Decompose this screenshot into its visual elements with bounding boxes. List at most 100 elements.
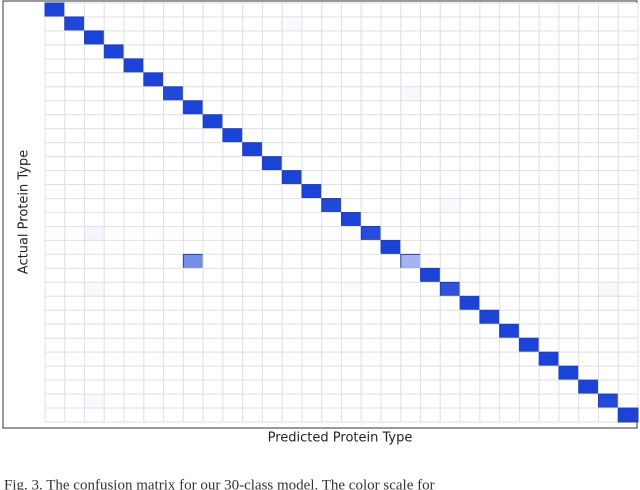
cell [459,393,481,409]
cell [321,2,343,18]
cell [163,267,184,283]
cell [222,379,244,395]
cell [617,225,639,241]
cell [64,295,86,311]
cell [538,239,560,255]
cell [479,156,501,172]
cell [380,253,402,269]
cell [578,365,599,381]
cell [420,156,441,172]
cell [64,267,86,283]
cell [44,198,66,214]
cell [64,309,86,325]
cell [538,281,560,297]
cell [64,379,86,395]
cell [64,58,86,74]
cell [222,44,244,60]
cell [44,393,66,409]
cell [281,337,303,353]
cell [163,30,184,46]
cell [242,239,263,255]
cell [182,379,204,395]
cell [499,72,520,88]
cell [44,295,66,311]
cell [558,100,580,116]
cell [242,2,263,18]
cell [44,44,66,60]
cell [242,58,263,74]
cell [182,44,204,60]
cell [380,128,402,144]
cell [597,16,619,32]
cell [163,170,184,186]
cell [558,16,580,32]
cell [321,184,343,200]
cell [301,100,323,116]
cell [44,170,66,186]
cell [321,309,343,325]
cell [44,225,66,241]
cell [321,267,343,283]
cell [143,212,165,227]
cell [439,267,461,283]
cell [499,100,520,116]
cell [182,267,204,283]
cell [163,323,184,339]
cell [360,170,382,186]
cell [479,281,501,297]
cell [558,156,580,172]
cell [459,337,481,353]
cell [439,379,461,395]
cell [597,239,619,255]
cell [439,351,461,367]
cell [84,114,105,130]
cell [242,393,263,409]
cell [341,253,362,269]
cell [242,156,263,172]
cell [578,295,599,311]
cell [499,365,520,381]
cell [518,295,540,311]
cell [123,128,145,144]
cell [578,30,599,46]
cell [222,16,244,32]
cell [202,295,224,311]
cell [578,309,599,325]
cell [360,281,382,297]
cell [341,30,362,46]
cell [242,407,263,423]
cell [143,86,165,102]
cell [538,337,560,353]
cell [182,30,204,46]
cell [597,309,619,325]
cell [420,2,441,18]
cell [499,44,520,60]
cell [479,16,501,32]
cell [499,58,520,74]
cell [64,351,86,367]
cell [64,198,86,214]
cell [558,44,580,60]
cell [64,142,86,158]
cell [163,212,184,227]
matrix [44,2,639,423]
cell [400,44,422,60]
cell [301,30,323,46]
cell [222,323,244,339]
cell [321,128,343,144]
cell [360,156,382,172]
cell [44,16,66,32]
cell [321,337,343,353]
cell [261,253,283,269]
cell [360,393,382,409]
cell [479,2,501,18]
cell [360,295,382,311]
cell [400,142,422,158]
cell [281,295,303,311]
x-axis-label: Predicted Protein Type [268,431,413,446]
cell [578,198,599,214]
cell [64,72,86,88]
cell [420,184,441,200]
cell [202,16,224,32]
